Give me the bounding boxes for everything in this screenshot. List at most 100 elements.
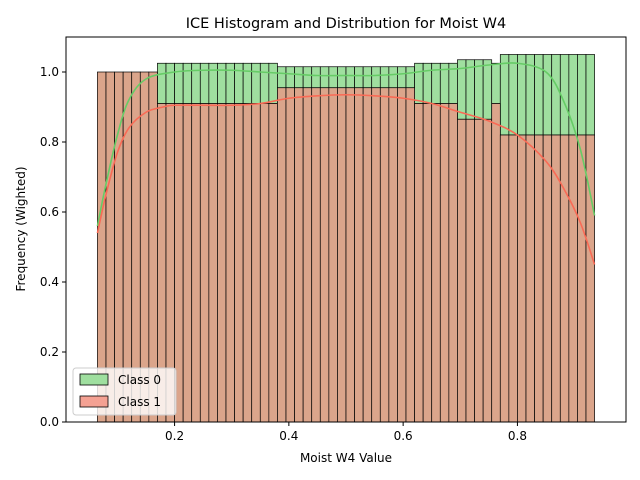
- bar-class-1: [405, 87, 415, 423]
- bar-class-1: [225, 103, 235, 423]
- bar-class-1: [457, 118, 467, 423]
- bar-class-1: [422, 103, 433, 423]
- bar-class-0: [491, 62, 501, 104]
- bar-class-1: [525, 134, 535, 423]
- bar-class-0: [465, 59, 475, 120]
- bar-class-1: [474, 118, 484, 423]
- bar-class-1: [508, 134, 518, 423]
- bar-class-0: [165, 62, 175, 104]
- bar-class-1: [285, 87, 295, 423]
- bar-class-0: [319, 66, 330, 89]
- bar-class-1: [319, 87, 330, 423]
- kde-line-class-1: [96, 93, 596, 265]
- y-tick-label: 0.8: [40, 135, 59, 149]
- bar-class-1: [294, 87, 304, 423]
- bar-class-0: [354, 66, 364, 89]
- bar-class-1: [311, 87, 321, 423]
- bar-class-1: [439, 103, 450, 423]
- bar-class-1: [345, 87, 355, 423]
- bar-class-1: [208, 103, 218, 423]
- bar-class-1: [542, 134, 553, 423]
- bar-class-1: [259, 103, 270, 423]
- bar-class-0: [311, 66, 321, 89]
- y-tick-label: 0.4: [40, 275, 59, 289]
- bar-class-0: [234, 62, 244, 104]
- bar-class-1: [577, 134, 587, 423]
- bar-class-1: [337, 87, 347, 423]
- bar-class-0: [482, 59, 493, 120]
- bar-class-1: [234, 103, 244, 423]
- bar-class-0: [285, 66, 295, 89]
- bar-class-1: [482, 118, 493, 423]
- bar-class-0: [474, 59, 484, 120]
- bar-class-0: [268, 62, 278, 104]
- bar-class-0: [508, 54, 518, 136]
- legend-swatch-class-0: [79, 373, 109, 386]
- bar-class-0: [388, 66, 398, 89]
- bar-class-1: [568, 134, 578, 423]
- bar-class-1: [379, 87, 390, 423]
- x-tick-label: 0.8: [508, 429, 527, 443]
- bar-class-0: [294, 66, 304, 89]
- bar-class-0: [345, 66, 355, 89]
- kde-lines: [96, 62, 596, 265]
- bar-class-0: [182, 62, 193, 104]
- bar-class-0: [542, 54, 553, 136]
- bar-class-1: [397, 87, 407, 423]
- bar-class-1: [242, 103, 253, 423]
- bar-class-1: [517, 134, 527, 423]
- bar-class-0: [242, 62, 253, 104]
- bar-class-1: [362, 87, 373, 423]
- bar-class-1: [302, 87, 313, 423]
- bar-class-0: [405, 66, 415, 89]
- bar-class-0: [422, 62, 433, 104]
- bar-class-0: [551, 54, 561, 136]
- x-axis-label: Moist W4 Value: [300, 451, 392, 465]
- bar-class-0: [199, 62, 210, 104]
- x-tick-label: 0.4: [279, 429, 298, 443]
- y-tick-label: 0.2: [40, 345, 59, 359]
- bar-class-1: [534, 134, 544, 423]
- bar-class-0: [337, 66, 347, 89]
- bar-class-0: [251, 62, 261, 104]
- bar-class-0: [302, 66, 313, 89]
- chart-title: ICE Histogram and Distribution for Moist…: [186, 16, 506, 32]
- bar-class-1: [199, 103, 210, 423]
- bar-class-0: [277, 66, 287, 89]
- bar-class-1: [217, 103, 227, 423]
- bar-class-0: [568, 54, 578, 136]
- bar-class-1: [251, 103, 261, 423]
- bar-class-0: [362, 66, 373, 89]
- y-axis-label: Frequency (Wighted): [14, 166, 28, 291]
- bar-class-0: [414, 62, 424, 104]
- x-axis: 0.2 0.4 0.6 0.8: [165, 422, 527, 443]
- bar-class-0: [577, 54, 587, 136]
- bar-class-1: [448, 103, 458, 423]
- bar-class-0: [259, 62, 270, 104]
- bar-class-0: [157, 62, 167, 104]
- bar-class-0: [371, 66, 381, 89]
- bar-class-1: [371, 87, 381, 423]
- bar-class-1: [191, 103, 201, 423]
- plot-frame: [65, 36, 627, 423]
- bar-class-0: [191, 62, 201, 104]
- y-tick-label: 0.0: [40, 415, 59, 429]
- bar-class-0: [499, 54, 510, 136]
- bar-class-1: [277, 87, 287, 423]
- legend-label-class-0: Class 0: [118, 373, 161, 387]
- y-axis: 0.0 0.2 0.4 0.6 0.8 1.0: [40, 65, 66, 429]
- bar-class-0: [517, 54, 527, 136]
- legend-label-class-1: Class 1: [118, 395, 161, 409]
- legend-swatch-class-1: [79, 395, 109, 408]
- bar-class-0: [225, 62, 235, 104]
- bar-class-1: [414, 103, 424, 423]
- y-tick-label: 1.0: [40, 65, 59, 79]
- y-tick-label: 0.6: [40, 205, 59, 219]
- legend: Class 0 Class 1: [72, 367, 177, 416]
- bar-class-1: [182, 103, 193, 423]
- x-tick-label: 0.2: [165, 429, 184, 443]
- bar-class-1: [499, 134, 510, 423]
- bar-class-1: [388, 87, 398, 423]
- bar-class-0: [397, 66, 407, 89]
- x-tick-label: 0.6: [394, 429, 413, 443]
